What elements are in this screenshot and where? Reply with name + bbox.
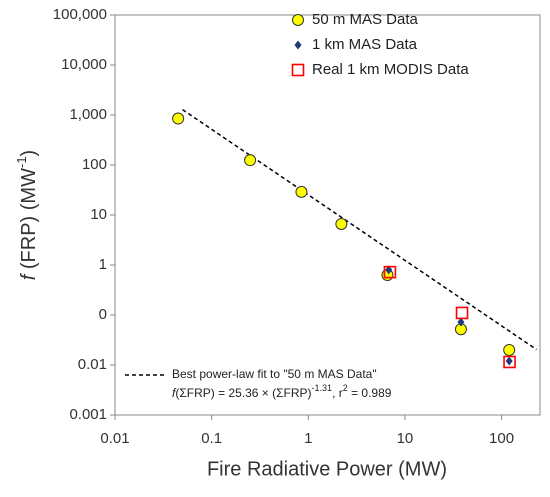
- x-axis-label: Fire Radiative Power (MW): [207, 458, 447, 480]
- y-label-part: (FRP) (MW: [18, 168, 40, 275]
- x-tick-label: 0.01: [100, 430, 129, 447]
- y-tick-label: 100: [82, 156, 107, 173]
- point: [503, 343, 516, 356]
- legend-marker: [291, 63, 305, 77]
- annotation-part: 2: [343, 383, 348, 393]
- point: [457, 317, 465, 327]
- annotation: Best power-law fit to "50 m MAS Data": [172, 367, 377, 381]
- y-tick-label: 0: [99, 306, 107, 323]
- point: [383, 265, 397, 279]
- annotation-part: -1.31: [312, 383, 333, 393]
- y-label-part: f: [18, 272, 40, 280]
- y-tick-label: 100,000: [53, 6, 107, 23]
- point: [335, 218, 348, 231]
- point: [244, 154, 257, 167]
- fit-line: [182, 108, 537, 351]
- point: [455, 306, 469, 320]
- legend-label: Real 1 km MODIS Data: [312, 61, 469, 78]
- annotation-part: , r: [332, 386, 343, 400]
- x-tick-label: 1: [304, 430, 312, 447]
- y-tick-label: 0.001: [69, 406, 107, 423]
- point: [385, 265, 393, 275]
- y-label-part: -1: [14, 156, 29, 168]
- x-tick-label: 0.1: [201, 430, 222, 447]
- y-label-part: ): [18, 150, 40, 157]
- point: [295, 185, 308, 198]
- y-tick-label: 1,000: [69, 106, 107, 123]
- annotation-part: (ΣFRP) = 25.36 × (ΣFRP): [175, 386, 311, 400]
- x-tick-label: 10: [397, 430, 414, 447]
- y-axis-label: f (FRP) (MW-1): [14, 150, 40, 280]
- legend-marker: [292, 14, 304, 26]
- point: [172, 112, 185, 125]
- legend-label: 1 km MAS Data: [312, 36, 418, 53]
- y-tick-label: 0.01: [78, 356, 107, 373]
- annotation-part: = 0.989: [348, 386, 392, 400]
- y-tick-label: 10,000: [61, 56, 107, 73]
- point: [503, 355, 516, 369]
- legend-marker: [294, 40, 302, 50]
- annotation: f(ΣFRP) = 25.36 × (ΣFRP)-1.31, r2 = 0.98…: [172, 383, 392, 400]
- y-tick-label: 1: [99, 256, 107, 273]
- legend-label: 50 m MAS Data: [312, 11, 419, 28]
- point: [505, 356, 513, 366]
- annotation-part: f: [172, 386, 177, 400]
- x-tick-label: 100: [489, 430, 514, 447]
- y-tick-label: 10: [90, 206, 107, 223]
